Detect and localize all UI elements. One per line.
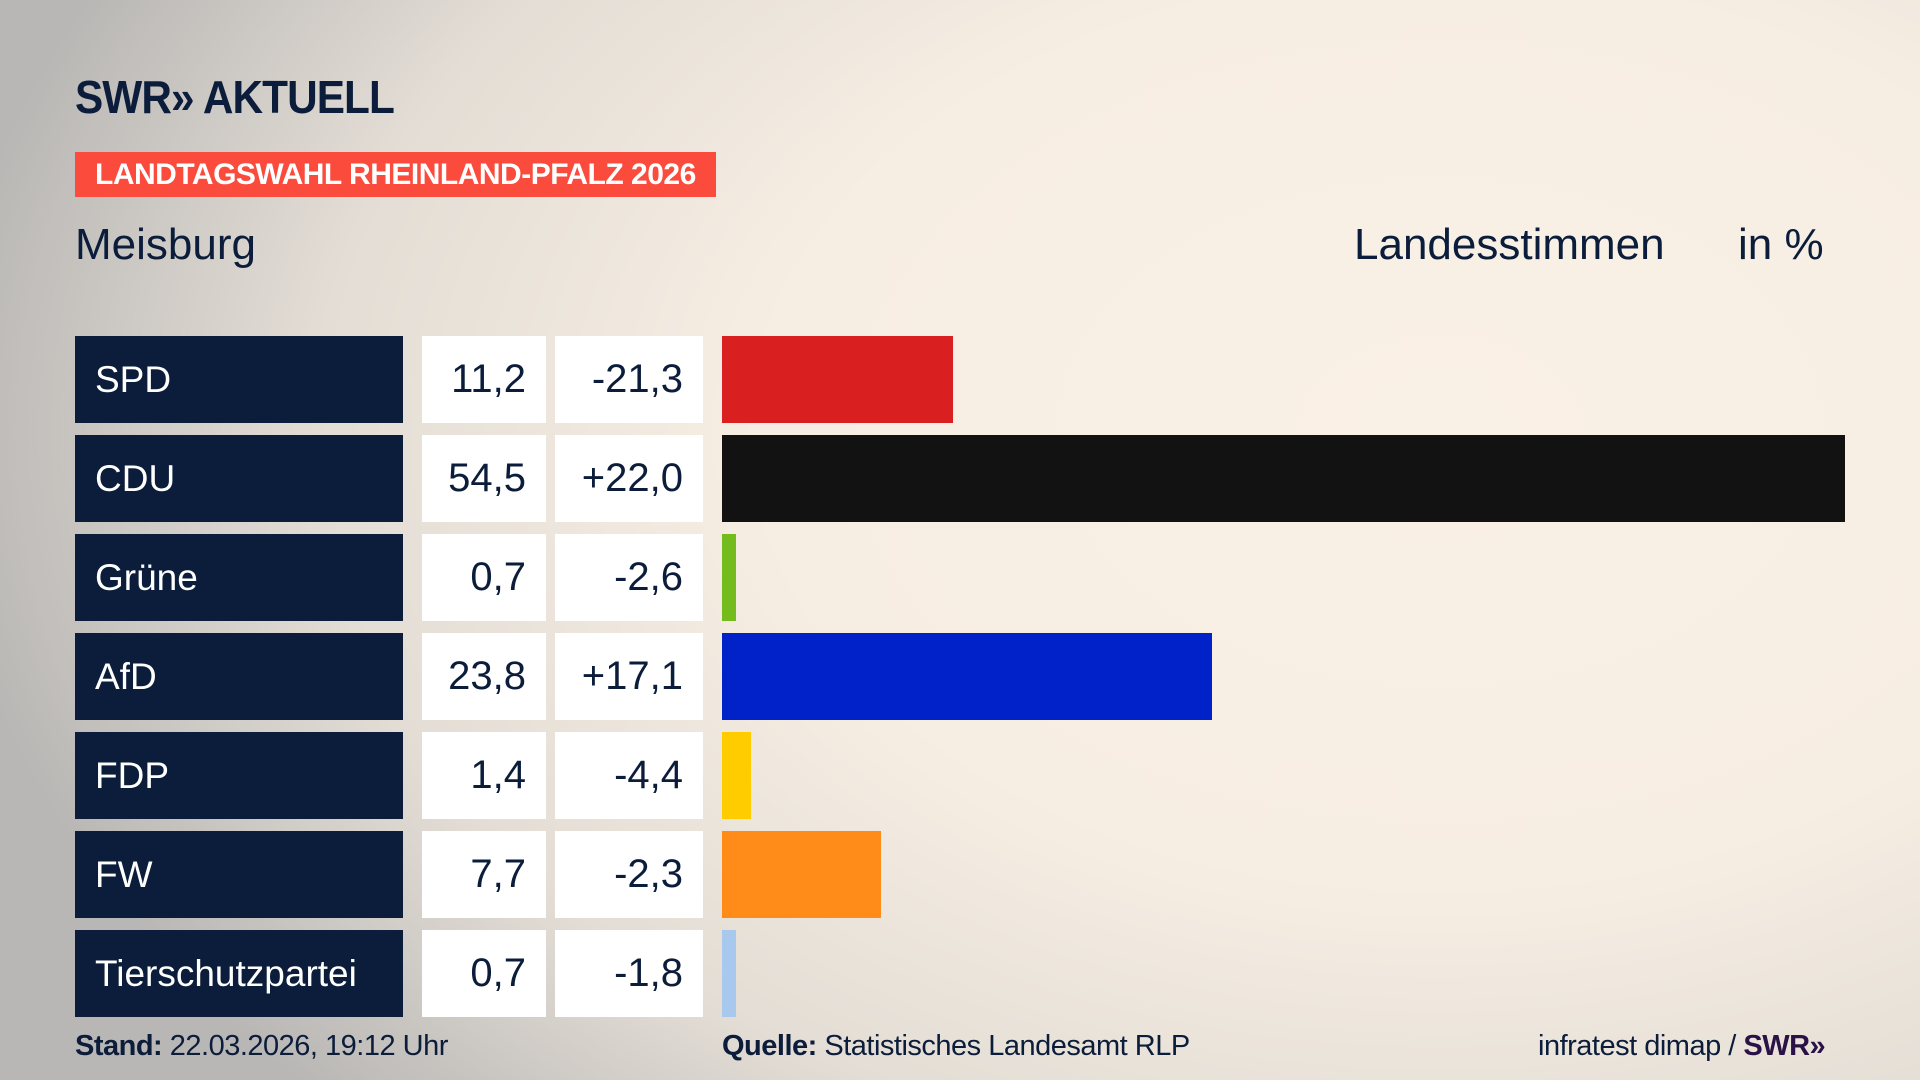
- party-diff: +17,1: [555, 633, 703, 720]
- party-name: FDP: [75, 732, 403, 819]
- place-title: Meisburg: [75, 220, 256, 269]
- party-diff: -4,4: [555, 732, 703, 819]
- party-bar: [722, 633, 1213, 720]
- swr-aktuell-logo: SWR» AKTUELL: [75, 71, 395, 123]
- source-value: Statistisches Landesamt RLP: [824, 1030, 1190, 1062]
- election-banner: LANDTAGSWAHL RHEINLAND-PFALZ 2026: [75, 152, 716, 197]
- party-diff: -21,3: [555, 336, 703, 423]
- party-bar: [722, 732, 751, 819]
- party-value: 23,8: [422, 633, 546, 720]
- credit-text: infratest dimap /: [1538, 1030, 1736, 1062]
- party-name: Grüne: [75, 534, 403, 621]
- stand-info: Stand: 22.03.2026, 19:12 Uhr: [75, 1030, 448, 1063]
- source-info: Quelle: Statistisches Landesamt RLP: [722, 1030, 1190, 1063]
- source-label: Quelle:: [722, 1030, 817, 1062]
- header-label: Landesstimmen: [1354, 220, 1665, 269]
- party-value: 1,4: [422, 732, 546, 819]
- party-value: 11,2: [422, 336, 546, 423]
- party-value: 0,7: [422, 930, 546, 1017]
- party-name: FW: [75, 831, 403, 918]
- stand-label: Stand:: [75, 1030, 163, 1062]
- swr-logo: SWR»: [1743, 1030, 1826, 1062]
- party-value: 0,7: [422, 534, 546, 621]
- header-unit: in %: [1738, 220, 1824, 269]
- party-bar: [722, 336, 953, 423]
- party-diff: +22,0: [555, 435, 703, 522]
- party-name: CDU: [75, 435, 403, 522]
- party-diff: -1,8: [555, 930, 703, 1017]
- party-name: SPD: [75, 336, 403, 423]
- party-name: AfD: [75, 633, 403, 720]
- stand-value: 22.03.2026, 19:12 Uhr: [169, 1030, 449, 1062]
- party-diff: -2,6: [555, 534, 703, 621]
- credit: infratest dimap / SWR»: [1538, 1030, 1826, 1063]
- party-bar: [722, 930, 737, 1017]
- party-bar: [722, 831, 881, 918]
- party-name: Tierschutzpartei: [75, 930, 403, 1017]
- party-bar: [722, 534, 737, 621]
- party-value: 7,7: [422, 831, 546, 918]
- party-diff: -2,3: [555, 831, 703, 918]
- party-value: 54,5: [422, 435, 546, 522]
- party-bar: [722, 435, 1845, 522]
